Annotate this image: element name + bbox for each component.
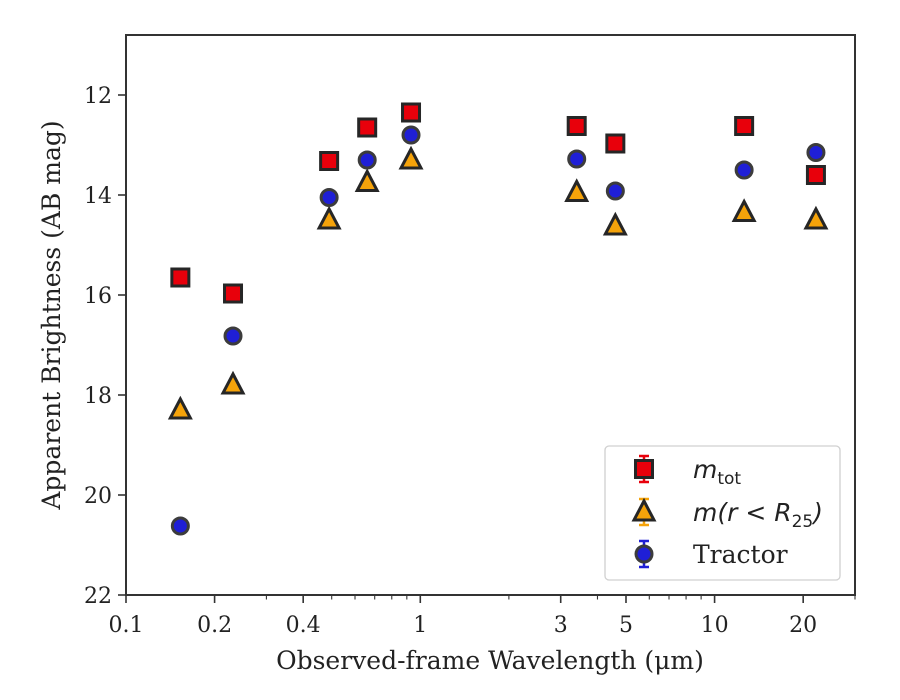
data-point: [223, 283, 244, 304]
axis-ticks: 0.1 0.2 0.4 1 3 5 10 20 12 14 16 18 20 22: [84, 84, 856, 638]
y-tick-label: 16: [84, 284, 112, 309]
data-point: [567, 149, 587, 169]
legend-marker: [634, 459, 654, 479]
x-tick-label: 20: [789, 613, 817, 638]
y-tick-label: 14: [84, 184, 112, 209]
data-point: [564, 178, 590, 202]
x-tick-label: 1: [413, 613, 427, 638]
data-point: [170, 267, 191, 288]
data-point: [316, 205, 342, 230]
x-tick-label: 3: [554, 613, 568, 638]
data-point: [401, 102, 422, 123]
data-point: [220, 370, 246, 395]
legend-label: mtot: [693, 455, 741, 489]
x-tick-label: 0.2: [197, 613, 232, 638]
data-point: [398, 145, 424, 170]
data-points: [167, 102, 829, 536]
y-tick-label: 18: [84, 384, 112, 409]
data-point: [805, 165, 826, 185]
legend-marker: [634, 544, 654, 564]
data-point: [734, 116, 755, 136]
data-point: [401, 125, 421, 145]
data-point: [357, 117, 378, 138]
series-triangle: [167, 145, 829, 420]
series-square: [170, 102, 826, 304]
y-tick-label: 12: [84, 84, 112, 109]
data-point: [602, 211, 628, 236]
legend-label: Tractor: [693, 540, 788, 569]
legend: mtot m(r < R25) Tractor: [604, 445, 841, 581]
data-point: [566, 116, 587, 136]
data-point: [734, 160, 754, 180]
legend-label: m(r < R25): [693, 498, 823, 532]
data-point: [319, 188, 339, 207]
legend-frame: [604, 445, 841, 581]
x-tick-label: 0.4: [286, 613, 321, 638]
plot-frame: [125, 34, 856, 596]
y-tick-label: 22: [84, 584, 112, 609]
x-tick-label: 0.1: [109, 613, 144, 638]
data-point: [803, 205, 829, 230]
data-point: [167, 395, 193, 420]
y-tick-label: 20: [84, 484, 112, 509]
data-point: [605, 181, 625, 201]
data-point: [319, 151, 340, 171]
data-point: [605, 133, 626, 154]
y-axis-title: Apparent Brightness (AB mag): [37, 120, 66, 510]
x-tick-label: 5: [619, 613, 633, 638]
legend-marker: [631, 497, 657, 522]
data-point: [354, 168, 380, 192]
data-point: [806, 143, 826, 162]
x-axis-title: Observed-frame Wavelength (μm): [276, 646, 704, 675]
data-point: [731, 198, 757, 222]
data-point: [223, 326, 243, 346]
x-tick-label: 10: [701, 613, 729, 638]
data-point: [357, 150, 377, 170]
data-point: [170, 516, 190, 536]
series-circle: [170, 125, 826, 536]
